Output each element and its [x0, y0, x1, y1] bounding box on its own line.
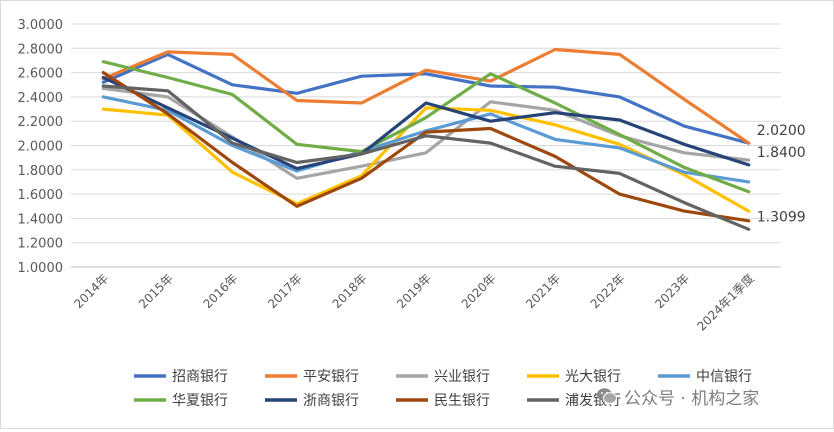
data-label: 1.8400: [757, 145, 806, 161]
x-tick-label: 2023年: [652, 271, 692, 311]
x-tick-label: 2016年: [201, 271, 241, 311]
legend-label: 民生银行: [434, 393, 490, 409]
y-tick-label: 2.8000: [18, 42, 64, 57]
x-tick-label: 2014年: [71, 271, 111, 311]
series-lines: [101, 47, 751, 231]
x-tick-label: 2015年: [136, 271, 176, 311]
y-tick-label: 1.6000: [18, 188, 64, 203]
y-tick-label: 2.2000: [18, 115, 64, 130]
legend-item: 兴业银行: [396, 369, 490, 385]
series-line: [101, 60, 751, 194]
legend-label: 平安银行: [303, 369, 359, 385]
y-tick-label: 2.0000: [18, 140, 64, 155]
series-line: [101, 52, 751, 145]
x-tick-label: 2022年: [588, 271, 628, 311]
x-tick-label: 2020年: [459, 271, 499, 311]
x-axis: 2014年 2015年 2016年 2017年 2018年 2019年 2020年 2021年…: [71, 271, 756, 334]
data-annotations: 2.0200 1.8400 1.3099: [757, 123, 806, 225]
y-tick-label: 2.4000: [18, 91, 64, 106]
data-label: 1.3099: [757, 209, 806, 225]
legend-label: 华夏银行: [172, 393, 228, 409]
legend-label: 中信银行: [696, 369, 752, 385]
legend-item: 中信银行: [658, 369, 752, 385]
x-tick-label: 2024年1季度: [694, 271, 757, 334]
series-line: [101, 70, 751, 223]
x-tick-label: 2021年: [523, 271, 563, 311]
series-line: [101, 84, 751, 231]
legend-label: 招商银行: [172, 369, 228, 385]
legend-item: 浙商银行: [265, 393, 359, 409]
legend-label: 兴业银行: [434, 369, 490, 385]
series-line: [101, 75, 751, 171]
legend-item: 民生银行: [396, 393, 490, 409]
x-tick-label: 2019年: [394, 271, 434, 311]
x-tick-label: 2018年: [330, 271, 370, 311]
y-tick-label: 1.0000: [18, 261, 64, 276]
watermark: 公众号 · 机构之家: [596, 384, 760, 409]
series-line: [101, 47, 751, 145]
legend-item: 华夏银行: [134, 393, 228, 409]
legend-label: 光大银行: [565, 369, 621, 385]
legend-label: 浙商银行: [303, 393, 359, 409]
y-tick-label: 1.2000: [18, 237, 64, 252]
gridlines: [71, 23, 781, 268]
y-tick-label: 2.6000: [18, 67, 64, 82]
watermark-text: 公众号 · 机构之家: [624, 388, 760, 409]
wechat-icon: [597, 388, 617, 404]
legend-item: 招商银行: [134, 369, 228, 385]
y-tick-label: 1.8000: [18, 164, 64, 179]
y-axis: 3.0000 2.8000 2.6000 2.4000 2.2000 2.0000 1.80…: [18, 18, 64, 276]
legend-item: 光大银行: [527, 369, 621, 385]
legend-item: 平安银行: [265, 369, 359, 385]
x-tick-label: 2017年: [265, 271, 305, 311]
data-label: 2.0200: [757, 123, 806, 139]
y-tick-label: 3.0000: [18, 18, 64, 33]
y-tick-label: 1.4000: [18, 212, 64, 227]
